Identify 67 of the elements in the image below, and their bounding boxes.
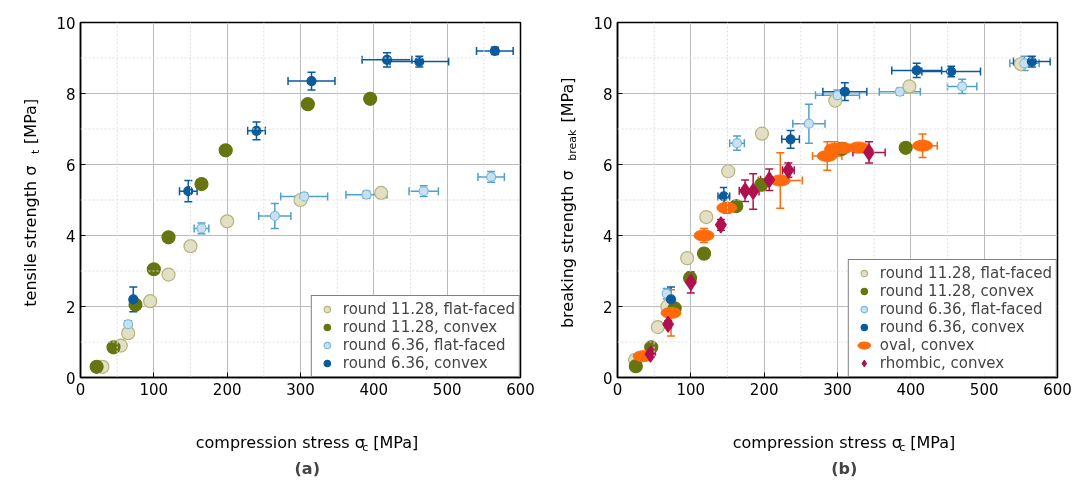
point	[161, 267, 176, 282]
y-tick-label: 10	[56, 14, 76, 33]
point	[699, 209, 714, 225]
y-tick-label: 2	[65, 298, 76, 317]
y-axis-title: tensile strength σt [MPa]	[21, 98, 42, 307]
point	[902, 79, 917, 94]
legend-label: oval, convex	[879, 336, 975, 354]
y-axis-title: breaking strength σbreak [MPa]	[558, 77, 579, 329]
point	[183, 239, 198, 254]
point	[146, 262, 161, 277]
x-tick-label: 400	[359, 380, 389, 399]
y-tick-label: 6	[602, 156, 613, 175]
legend-label: round 6.36, flat-faced	[879, 300, 1043, 318]
point	[721, 164, 736, 179]
text: (b)	[831, 459, 858, 478]
point	[803, 118, 814, 129]
x-tick-label: 200	[212, 380, 242, 399]
legend-label: round 11.28, convex	[879, 282, 1035, 300]
point	[128, 294, 139, 305]
point	[665, 294, 677, 305]
text: (a)	[294, 459, 320, 478]
x-tick-label: 500	[969, 380, 999, 399]
y-tick-label: 4	[65, 227, 76, 246]
point	[650, 320, 665, 335]
point	[363, 91, 378, 106]
y-tick-label: 2	[602, 298, 613, 317]
legend-label: round 6.36, convex	[342, 354, 488, 372]
x-tick-label: 100	[139, 380, 169, 399]
x-tick-label: 600	[506, 380, 535, 399]
y-tick-label: 4	[602, 227, 613, 246]
point	[628, 359, 643, 374]
legend-label: round 6.36, convex	[879, 318, 1025, 336]
point	[194, 176, 209, 192]
point	[644, 345, 657, 363]
point	[161, 230, 176, 245]
point	[696, 246, 712, 261]
y-tick-label: 6	[65, 156, 76, 175]
point	[220, 214, 235, 229]
point	[269, 210, 280, 222]
point	[662, 315, 675, 333]
y-tick-label: 10	[593, 14, 613, 33]
point	[121, 326, 136, 341]
point	[680, 251, 695, 266]
point	[218, 143, 233, 158]
point	[374, 185, 389, 200]
point	[898, 140, 913, 155]
point	[183, 186, 194, 197]
legend-label: round 6.36, flat-faced	[342, 336, 506, 354]
point	[300, 97, 315, 112]
legend-label: round 11.28, flat-faced	[879, 264, 1052, 282]
x-tick-label: 300	[286, 380, 315, 399]
point	[754, 126, 770, 141]
point	[89, 359, 104, 374]
point	[306, 75, 317, 87]
x-tick-label: 100	[676, 380, 706, 399]
y-tick-label: 8	[65, 85, 76, 104]
x-tick-label: 600	[1043, 380, 1072, 399]
legend-label: round 11.28, convex	[342, 318, 498, 336]
point	[143, 294, 158, 309]
x-tick-label: 500	[432, 380, 462, 399]
x-tick-label: 400	[896, 380, 926, 399]
x-tick-label: 200	[749, 380, 779, 399]
legend-label: round 11.28, flat-faced	[342, 300, 515, 318]
point	[839, 86, 850, 97]
y-tick-label: 8	[602, 85, 613, 104]
legend-label: rhombic, convex	[879, 354, 1005, 372]
x-tick-label: 300	[823, 380, 852, 399]
